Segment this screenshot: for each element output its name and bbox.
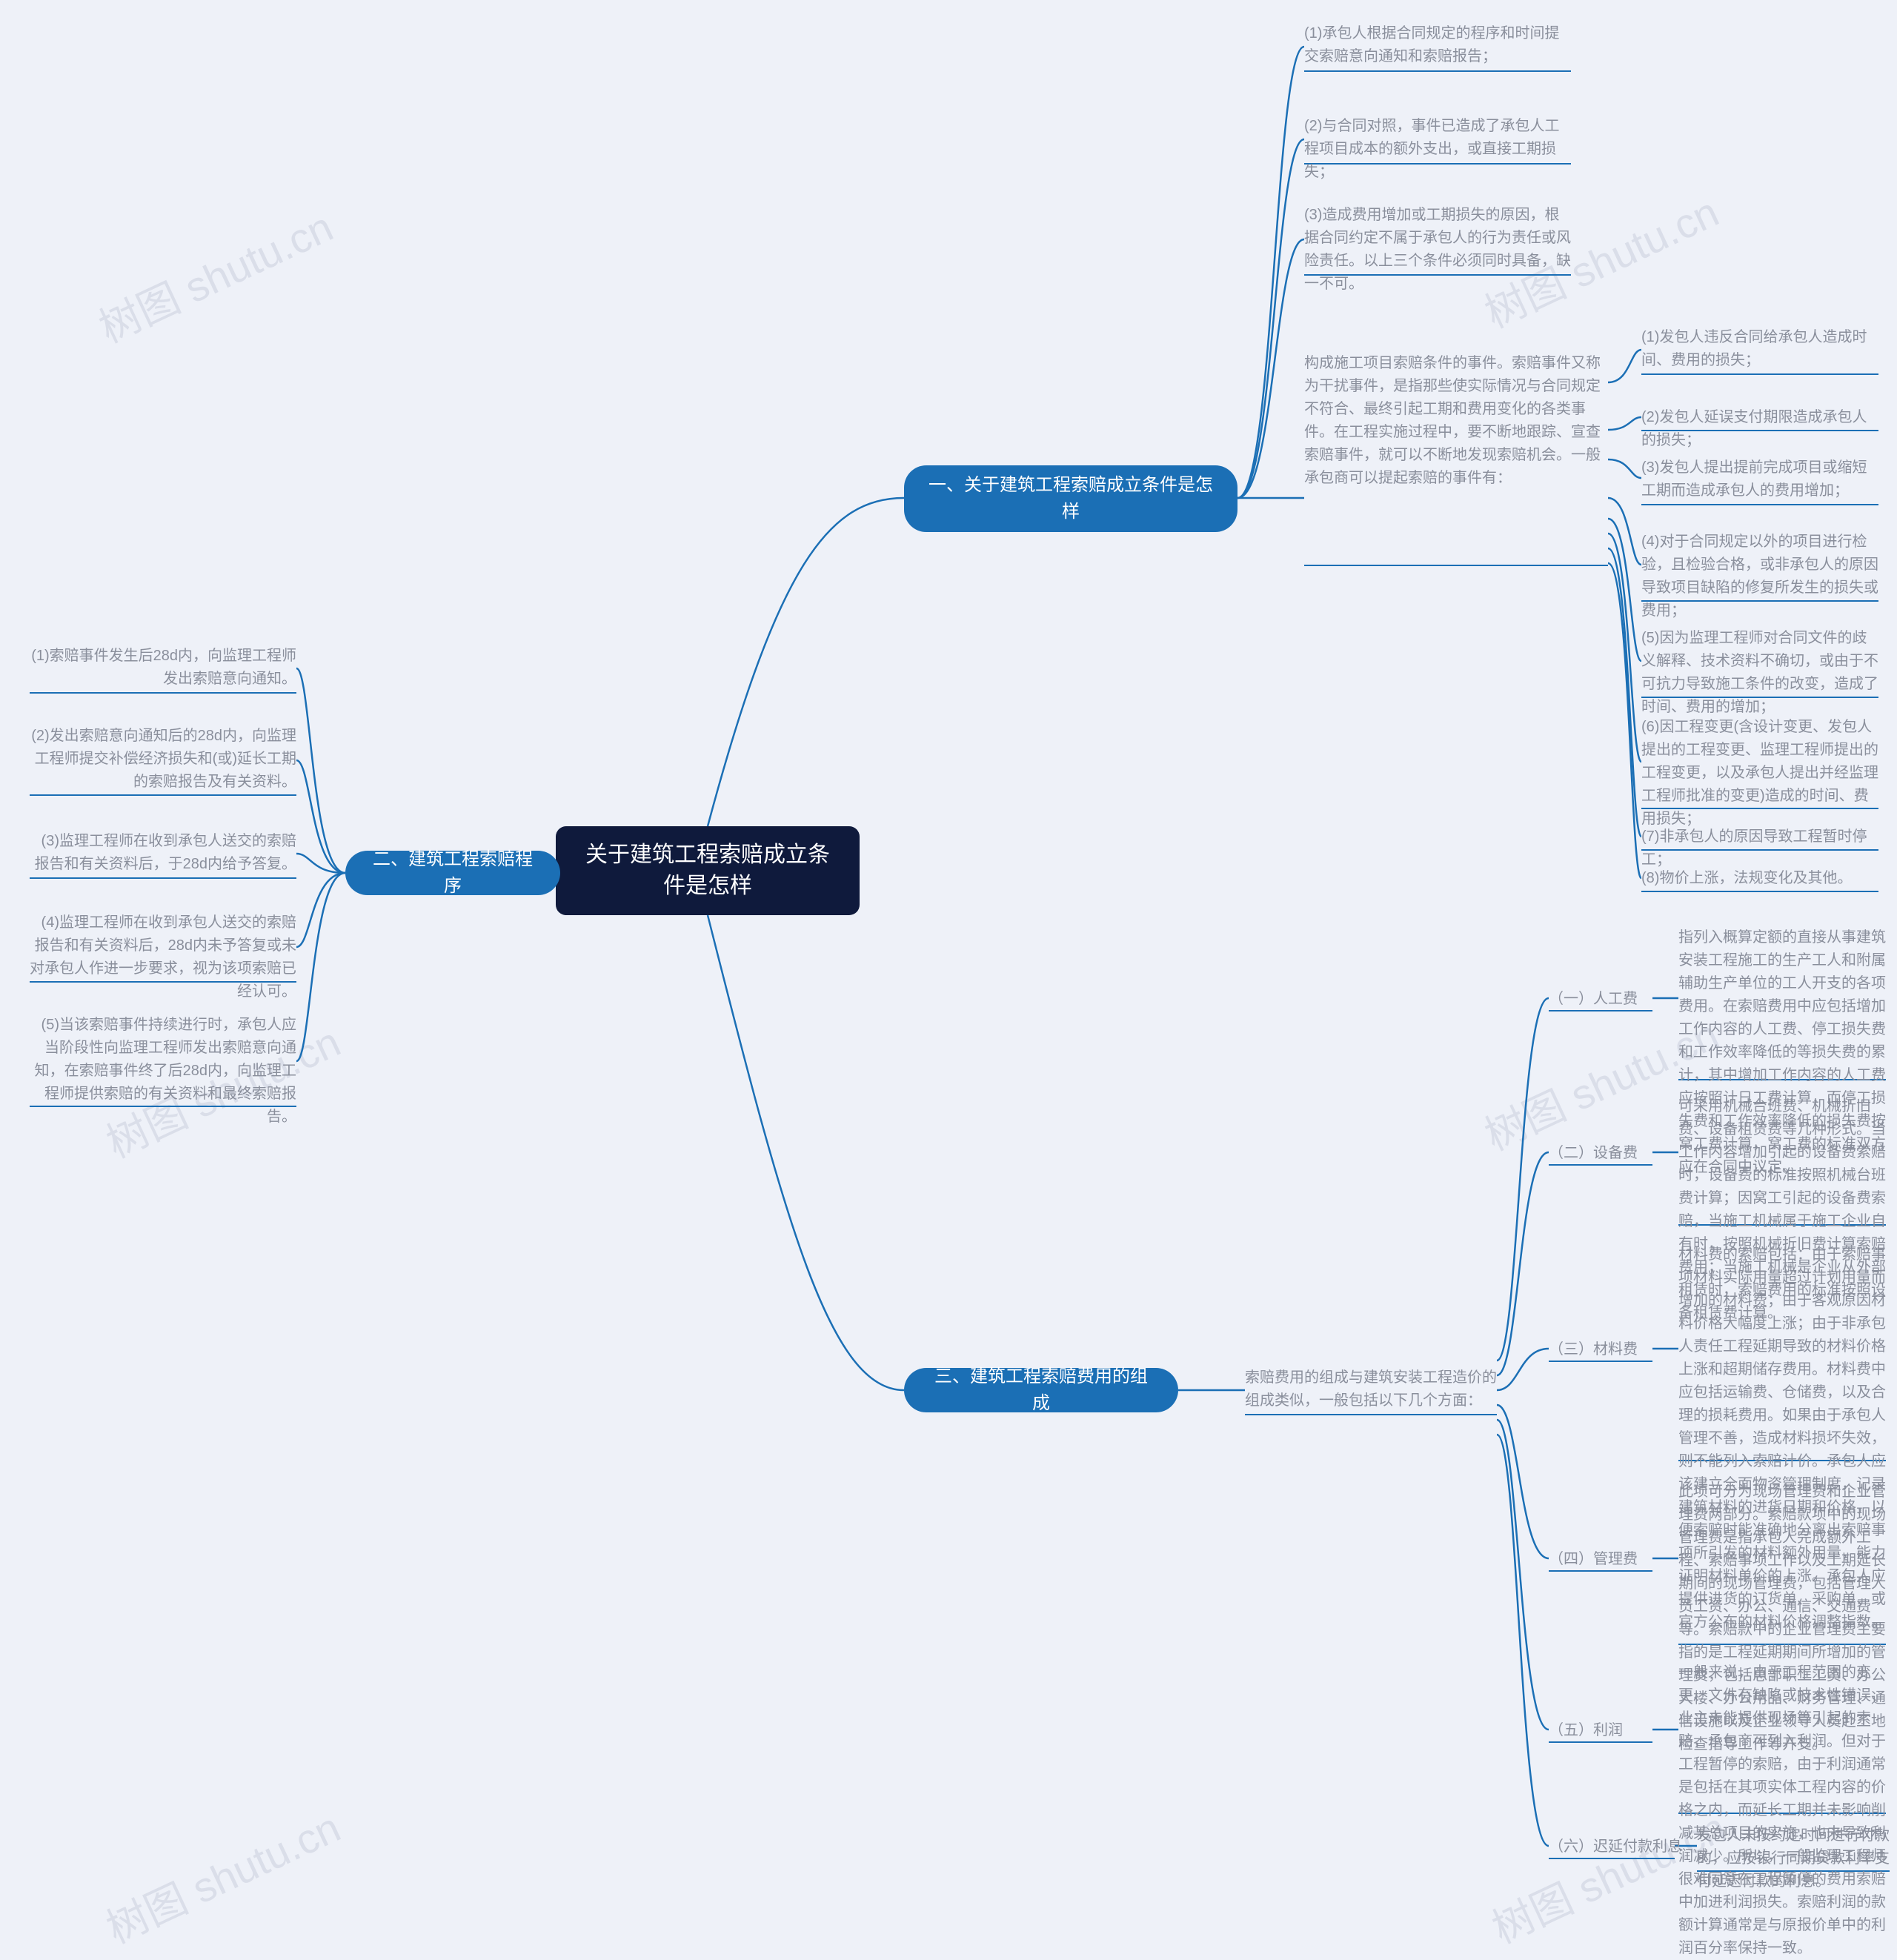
branch-section1: 一、关于建筑工程索赔成立条件是怎样 xyxy=(904,465,1237,532)
branch-section3: 三、建筑工程索赔费用的组成 xyxy=(904,1368,1178,1412)
s1-item: (1)承包人根据合同规定的程序和时间提交索赔意向通知和索赔报告； xyxy=(1304,22,1571,68)
branch-label: 一、关于建筑工程索赔成立条件是怎样 xyxy=(926,472,1215,525)
branch-label: 三、建筑工程索赔费用的组成 xyxy=(926,1363,1156,1417)
root-label: 关于建筑工程索赔成立条件是怎样 xyxy=(578,840,837,902)
s3-cat-label: （一）人工费 xyxy=(1549,988,1638,1011)
s1-sub: (3)发包人提出提前完成项目或缩短工期而造成承包人的费用增加； xyxy=(1641,456,1878,502)
leaf-underline xyxy=(1641,504,1878,505)
s1-sub: (7)非承包人的原因导致工程暂时停工； xyxy=(1641,825,1878,871)
leaf-underline xyxy=(1641,373,1878,375)
s3-cat-label: （六）迟延付款利息 xyxy=(1549,1836,1682,1858)
s3-cat-label: （五）利润 xyxy=(1549,1719,1623,1742)
s1-mid: 构成施工项目索赔条件的事件。索赔事件又称为干扰事件，是指那些使实际情况与合同规定… xyxy=(1304,352,1608,490)
s3-cat-desc: 发包人未按约定时间进行付款的，应按银行同期贷款利率支付延迟付款的利息。 xyxy=(1697,1824,1890,1893)
s1-item: (3)造成费用增加或工期损失的原因，根据合同约定不属于承包人的行为责任或风险责任… xyxy=(1304,204,1571,296)
branch-section2: 二、建筑工程索赔程序 xyxy=(345,851,560,895)
s1-sub: (4)对于合同规定以外的项目进行检验，且检验合格，或非承包人的原因导致项目缺陷的… xyxy=(1641,531,1878,622)
s2-item: (1)索赔事件发生后28d内，向监理工程师发出索赔意向通知。 xyxy=(30,645,296,691)
branch-label: 二、建筑工程索赔程序 xyxy=(368,846,538,900)
leaf-underline xyxy=(30,692,296,694)
s1-sub: (1)发包人违反合同给承包人造成时间、费用的损失； xyxy=(1641,326,1878,372)
root-node: 关于建筑工程索赔成立条件是怎样 xyxy=(556,826,860,915)
s2-item: (4)监理工程师在收到承包人送交的索赔报告和有关资料后，28d内未予答复或未对承… xyxy=(30,911,296,1003)
s3-cat-label: （二）设备费 xyxy=(1549,1142,1638,1165)
s1-item: (2)与合同对照，事件已造成了承包人工程项目成本的额外支出，或直接工期损失； xyxy=(1304,115,1571,184)
s1-sub: (6)因工程变更(含设计变更、发包人提出的工程变更、监理工程师提出的工程变更，以… xyxy=(1641,716,1878,831)
s3-intro: 索赔费用的组成与建筑安装工程造价的组成类似，一般包括以下几个方面： xyxy=(1245,1366,1497,1412)
watermark: 树图 shutu.cn xyxy=(96,1795,349,1956)
s1-sub: (2)发包人延误支付期限造成承包人的损失； xyxy=(1641,406,1878,452)
s3-cat-label: （三）材料费 xyxy=(1549,1338,1638,1361)
leaf-underline xyxy=(30,794,296,796)
s3-cat-label: （四）管理费 xyxy=(1549,1548,1638,1571)
s2-item: (5)当该索赔事件持续进行时，承包人应当阶段性向监理工程师发出索赔意向通知，在索… xyxy=(30,1014,296,1129)
watermark: 树图 shutu.cn xyxy=(88,194,342,355)
s2-item: (2)发出索赔意向通知后的28d内，向监理工程师提交补偿经济损失和(或)延长工期… xyxy=(30,725,296,794)
leaf-underline xyxy=(1304,565,1608,566)
leaf-underline xyxy=(1304,70,1571,72)
s3-cat-desc: 一般来说，由于工程范围的变更、文件有缺陷或技术性错误、业主未能提供现场等引起的索… xyxy=(1678,1661,1886,1960)
leaf-underline xyxy=(30,877,296,879)
s1-sub: (8)物价上涨，法规变化及其他。 xyxy=(1641,867,1852,890)
leaf-underline xyxy=(1245,1414,1497,1415)
leaf-underline xyxy=(1641,891,1878,892)
s1-sub: (5)因为监理工程师对合同文件的歧义解释、技术资料不确切，或由于不可抗力导致施工… xyxy=(1641,627,1878,719)
s2-item: (3)监理工程师在收到承包人送交的索赔报告和有关资料后，于28d内给予答复。 xyxy=(30,830,296,876)
